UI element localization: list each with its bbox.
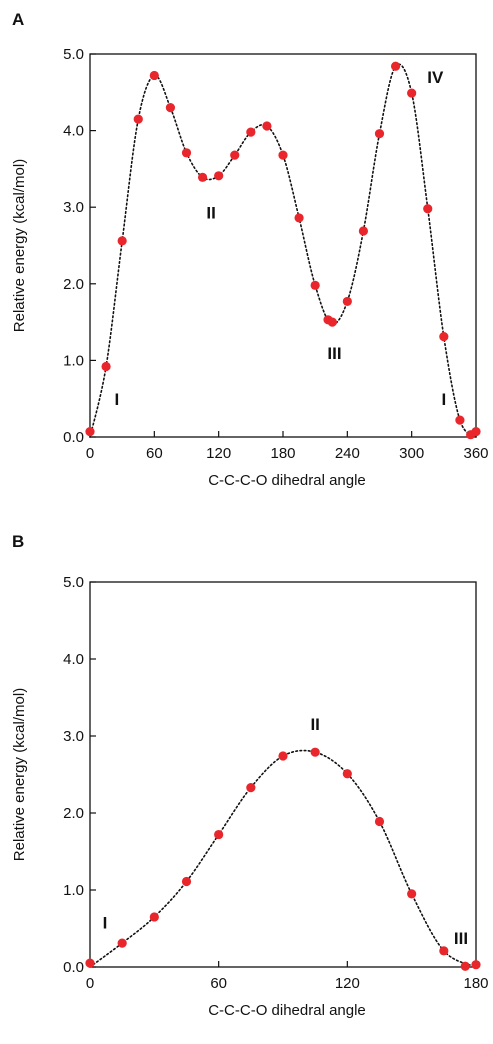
chart-a-data-point — [358, 226, 369, 236]
chart-a-data-point — [101, 361, 111, 372]
chart-a-svg: 0.0 1.0 2.0 3.0 4.0 5.0 0 60 120 180 240 300 360 C-C-… — [11, 46, 489, 489]
chart-b-data-point — [214, 829, 224, 840]
chart-a-data-point — [342, 296, 352, 307]
chart-b-x-tick-label: 60 — [210, 975, 227, 992]
chart-b-y-tick-label: 2.0 — [63, 805, 84, 822]
chart-a-data-point — [230, 150, 240, 160]
chart-a-data-point — [214, 171, 224, 181]
chart-a-data-point — [165, 103, 176, 113]
chart-panel-a: A 0.0 1.0 2.0 3.0 4.0 5.0 0 60 120 180 240 300 360 C-… — [0, 0, 493, 520]
chart-a-data-point — [133, 114, 143, 124]
chart-b-annotation-label: III — [454, 929, 468, 948]
chart-a-x-tick-label: 240 — [335, 445, 360, 462]
chart-panel-b: B 0.0 1.0 2.0 3.0 4.0 5.0 0 60 120 180 C-C-C-O dih… — [0, 522, 493, 1044]
chart-a-data-point — [278, 150, 288, 160]
chart-b-data-point — [374, 816, 385, 827]
chart-b-annotation-label: I — [103, 914, 108, 933]
chart-b-data-point — [407, 889, 417, 899]
chart-b-data-point — [342, 769, 352, 779]
chart-a-y-axis-label: Relative energy (kcal/mol) — [11, 159, 28, 332]
chart-a-data-point — [390, 61, 401, 71]
chart-a-data-point — [407, 88, 417, 98]
chart-b-plot-frame — [89, 581, 477, 968]
chart-b-x-axis-label: C-C-C-O dihedral angle — [208, 1002, 366, 1019]
chart-a-data-point — [439, 332, 449, 342]
chart-a-x-tick-label: 180 — [270, 445, 295, 462]
chart-a-y-tick-label: 5.0 — [63, 46, 84, 63]
chart-b-data-point — [460, 961, 470, 971]
chart-a-x-tick-label: 60 — [146, 445, 163, 462]
chart-a-annotation-label: I — [114, 390, 119, 409]
chart-a-y-tick-label: 3.0 — [63, 199, 84, 216]
panel-label-a: A — [12, 10, 25, 29]
chart-b-data-point — [310, 747, 320, 757]
chart-b-data-point — [117, 938, 127, 948]
chart-b-data-point — [149, 912, 159, 922]
chart-a-data-point — [262, 121, 272, 131]
chart-a-x-tick-label: 120 — [206, 445, 231, 462]
chart-a-x-tick-label: 360 — [463, 445, 488, 462]
chart-a-data-point — [149, 70, 159, 81]
chart-a-fit-curve — [89, 63, 477, 438]
chart-a-data-point — [181, 148, 192, 158]
chart-b-data-point — [278, 751, 288, 761]
chart-b-fit-curve — [89, 749, 477, 968]
chart-a-x-tick-label: 300 — [399, 445, 424, 462]
chart-a-data-point — [327, 317, 337, 327]
chart-b-data-point — [471, 960, 481, 970]
chart-b-y-tick-label: 5.0 — [63, 574, 84, 591]
chart-b-x-tick-label: 180 — [463, 975, 488, 992]
chart-a-data-point — [374, 129, 385, 139]
chart-a-data-point — [246, 127, 256, 137]
chart-a-data-point — [471, 427, 481, 437]
chart-a-annotation-label: III — [327, 344, 341, 363]
chart-a-data-point — [294, 213, 304, 223]
chart-b-annotation-label: II — [310, 715, 319, 734]
chart-b-x-tick-label: 120 — [335, 975, 360, 992]
chart-a-annotation-label: II — [206, 204, 215, 223]
chart-b-data-point — [439, 946, 449, 956]
chart-b-data-point — [85, 958, 95, 968]
chart-b-data-point — [181, 876, 192, 887]
chart-a-y-tick-label: 0.0 — [63, 429, 84, 446]
chart-a-data-point — [85, 427, 95, 437]
chart-b-y-tick-label: 4.0 — [63, 651, 84, 668]
chart-a-annotation-label: IV — [427, 68, 444, 87]
chart-a-data-point — [117, 236, 127, 246]
chart-a-x-tick-label: 0 — [86, 445, 94, 462]
chart-a-data-point — [423, 204, 433, 214]
panel-label-b: B — [12, 532, 25, 551]
chart-b-data-point — [246, 782, 256, 793]
chart-a-y-tick-label: 4.0 — [63, 123, 84, 140]
chart-a-data-point — [455, 415, 465, 425]
chart-b-y-tick-label: 0.0 — [63, 959, 84, 976]
chart-a-y-tick-label: 2.0 — [63, 276, 84, 293]
chart-a-y-tick-label: 1.0 — [63, 352, 84, 369]
chart-b-y-axis-label: Relative energy (kcal/mol) — [11, 688, 28, 861]
chart-b-svg: 0.0 1.0 2.0 3.0 4.0 5.0 0 60 120 180 C-C-C-O dihed… — [11, 574, 489, 1019]
chart-b-y-tick-label: 1.0 — [63, 882, 84, 899]
chart-b-y-tick-label: 3.0 — [63, 728, 84, 745]
chart-a-data-point — [197, 172, 208, 182]
chart-a-annotation-label: I — [441, 390, 446, 409]
chart-a-plot-frame — [89, 53, 477, 438]
chart-a-x-axis-label: C-C-C-O dihedral angle — [208, 472, 366, 489]
chart-a-data-point — [310, 280, 320, 290]
chart-b-x-tick-label: 0 — [86, 975, 94, 992]
